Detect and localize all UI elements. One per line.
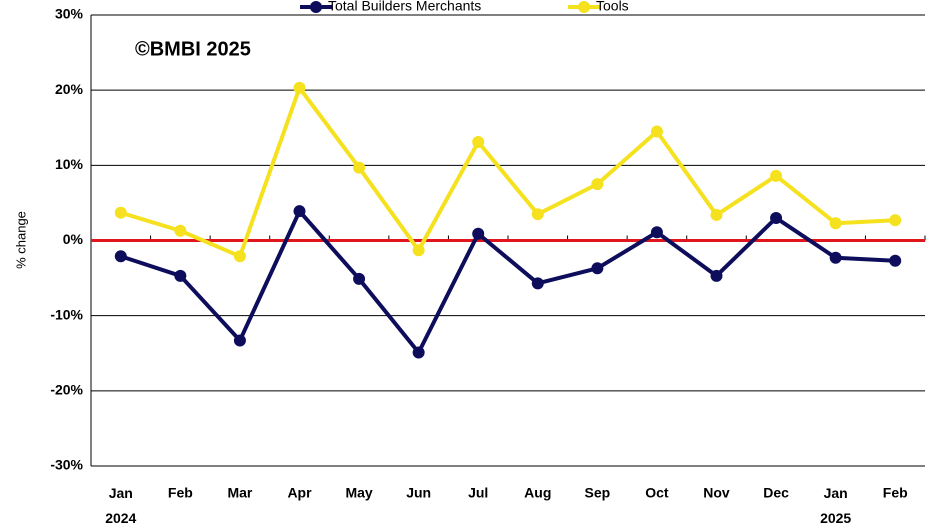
x-tick-label: Feb <box>883 485 908 501</box>
point <box>472 227 485 240</box>
annotation: ©BMBI 2025 <box>135 38 251 60</box>
point <box>889 214 902 227</box>
point <box>531 277 544 290</box>
y-tick-label: -30% <box>50 457 83 473</box>
x-tick-label: Aug <box>524 485 551 501</box>
y-tick-label: -10% <box>50 306 83 322</box>
x-tick-label: Jan 2025 <box>820 485 851 525</box>
point <box>174 269 187 282</box>
x-tick-label-line: Jan <box>824 485 848 501</box>
x-tick-label: Nov <box>703 485 730 501</box>
legend-label: Tools <box>596 0 629 14</box>
point <box>472 136 485 149</box>
point <box>710 269 723 282</box>
point <box>770 169 783 182</box>
x-tick-label: Jul <box>468 485 488 501</box>
x-tick-label: Jun <box>406 485 431 501</box>
point <box>770 211 783 224</box>
point <box>114 250 127 263</box>
point <box>353 161 366 174</box>
x-tick-label-line: 2025 <box>820 510 851 525</box>
y-tick-label: 10% <box>55 156 84 172</box>
point <box>531 208 544 221</box>
point <box>114 206 127 219</box>
point <box>353 272 366 285</box>
x-tick-label: Sep <box>585 485 611 501</box>
x-tick-label: Feb <box>168 485 193 501</box>
x-tick-label-line: Jan <box>109 485 133 501</box>
point <box>650 226 663 239</box>
point <box>591 262 604 275</box>
x-tick-label-line: 2024 <box>105 510 136 525</box>
legend-marker <box>578 1 590 13</box>
y-tick-label: 0% <box>63 231 84 247</box>
point <box>293 205 306 218</box>
x-tick-label: Dec <box>763 485 789 501</box>
point <box>233 334 246 347</box>
x-tick-label: May <box>345 485 372 501</box>
x-tick-label: Oct <box>645 485 669 501</box>
point <box>710 208 723 221</box>
point <box>293 81 306 94</box>
point <box>174 224 187 237</box>
series-line <box>120 85 896 259</box>
series-line <box>120 209 896 355</box>
y-axis-label: % change <box>13 211 28 269</box>
x-tick-label: Mar <box>227 485 252 501</box>
point <box>650 125 663 138</box>
point <box>412 244 425 257</box>
y-tick-label: 20% <box>55 81 84 97</box>
x-tick-label: Apr <box>287 485 312 501</box>
y-tick-label: -20% <box>50 382 83 398</box>
point <box>889 254 902 267</box>
legend-marker <box>310 1 322 13</box>
point <box>829 251 842 264</box>
point <box>412 346 425 359</box>
x-tick-label: Jan 2024 <box>105 485 136 525</box>
point <box>829 217 842 230</box>
y-tick-label: 30% <box>55 6 84 22</box>
legend-label: Total Builders Merchants <box>328 0 481 14</box>
point <box>233 250 246 263</box>
point <box>591 178 604 191</box>
